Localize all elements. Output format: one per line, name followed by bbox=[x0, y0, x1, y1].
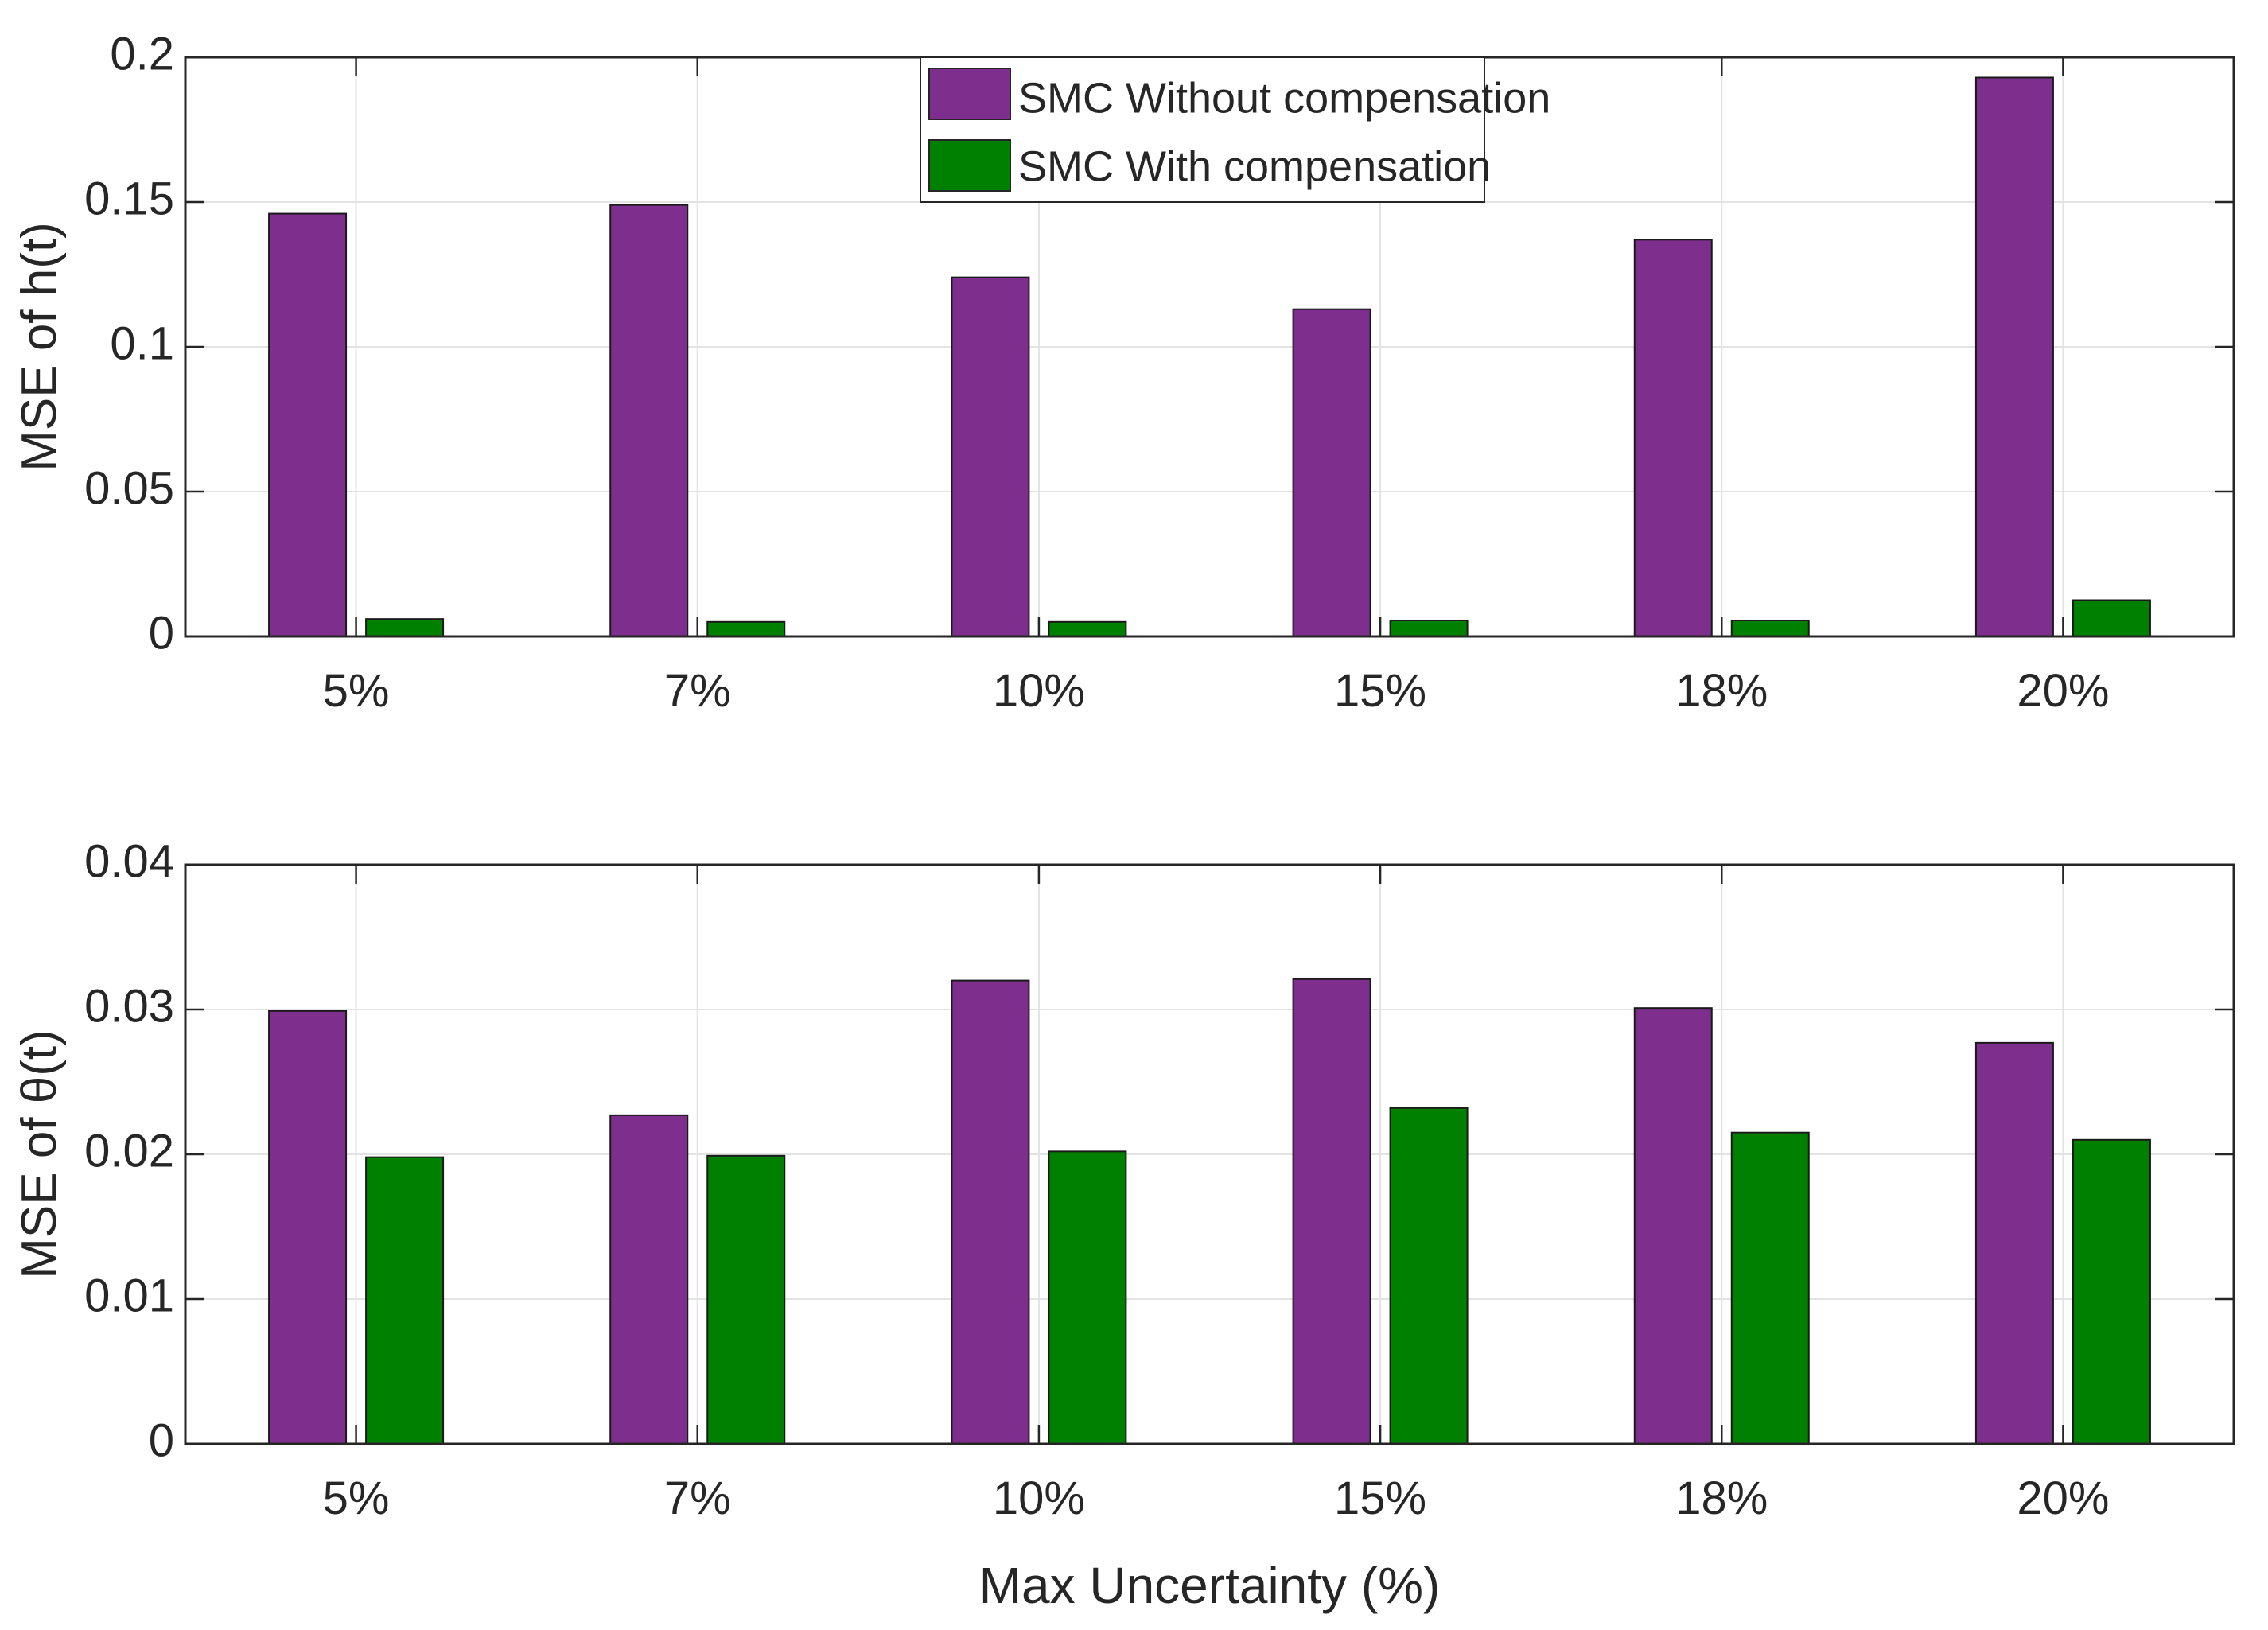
chart-bottom-grid bbox=[185, 865, 2234, 1444]
y-tick-label: 0.15 bbox=[84, 173, 174, 224]
bar-with-compensation-0 bbox=[365, 1156, 445, 1445]
bar-without-compensation-4 bbox=[1633, 1007, 1713, 1445]
x-tick-label: 7% bbox=[664, 665, 731, 717]
bar-without-compensation-2 bbox=[951, 276, 1030, 637]
bar-without-compensation-5 bbox=[1974, 76, 2054, 638]
bar-with-compensation-4 bbox=[1730, 619, 1810, 637]
chart-top-bars bbox=[268, 76, 2151, 638]
bar-with-compensation-4 bbox=[1730, 1131, 1810, 1445]
x-tick-label: 15% bbox=[1334, 1472, 1426, 1524]
x-tick-label: 5% bbox=[323, 665, 390, 717]
bar-with-compensation-2 bbox=[1048, 620, 1127, 637]
bar-with-compensation-5 bbox=[2072, 599, 2151, 637]
bar-without-compensation-3 bbox=[1292, 308, 1371, 637]
y-tick-label: 0.02 bbox=[84, 1125, 174, 1177]
bar-without-compensation-2 bbox=[951, 979, 1030, 1445]
bar-with-compensation-5 bbox=[2072, 1138, 2151, 1445]
chart-top-x-tick-labels: 5% 7% 10% 15% 18% 20% bbox=[323, 665, 2110, 717]
y-tick-label: 0 bbox=[149, 1414, 174, 1466]
bar-with-compensation-0 bbox=[365, 618, 445, 637]
bar-without-compensation-1 bbox=[609, 1114, 689, 1445]
chart-bottom-bars bbox=[268, 978, 2151, 1445]
bar-without-compensation-4 bbox=[1633, 239, 1713, 637]
x-tick-label: 10% bbox=[993, 1472, 1085, 1524]
legend: SMC Without compensation SMC With compen… bbox=[920, 56, 1550, 203]
bar-without-compensation-1 bbox=[609, 204, 689, 637]
legend-label-with-compensation: SMC With compensation bbox=[1018, 142, 1491, 190]
chart-bottom-y-tick-labels: 0 0.01 0.02 0.03 0.04 bbox=[84, 835, 174, 1466]
chart-bottom-mse-theta: 0 0.01 0.02 0.03 0.04 5% 7% 10% 15% 18% 20% MSE o… bbox=[12, 835, 2235, 1614]
x-tick-label: 7% bbox=[664, 1472, 731, 1524]
bar-with-compensation-3 bbox=[1389, 619, 1469, 637]
x-tick-label: 20% bbox=[2017, 1472, 2109, 1524]
y-tick-label: 0.03 bbox=[84, 980, 174, 1032]
bar-without-compensation-5 bbox=[1974, 1041, 2054, 1445]
bar-with-compensation-1 bbox=[706, 620, 786, 637]
chart-top-y-axis-label: MSE of h(t) bbox=[12, 222, 67, 472]
x-tick-label: 20% bbox=[2017, 665, 2109, 717]
legend-box bbox=[920, 56, 1485, 203]
bar-without-compensation-0 bbox=[268, 1010, 348, 1445]
x-tick-label: 18% bbox=[1675, 1472, 1768, 1524]
chart-bottom-x-axis-label: Max Uncertainty (%) bbox=[979, 1557, 1441, 1614]
bar-with-compensation-2 bbox=[1048, 1150, 1127, 1445]
x-tick-label: 5% bbox=[323, 1472, 390, 1524]
bar-with-compensation-1 bbox=[706, 1154, 786, 1445]
legend-swatch-without-compensation bbox=[928, 68, 1011, 120]
chart-top-mse-h: 0 0.05 0.1 0.15 0.2 5% 7% 10% 15% 18% 20% MSE of … bbox=[12, 28, 2235, 717]
chart-top-y-tick-labels: 0 0.05 0.1 0.15 0.2 bbox=[84, 28, 174, 659]
chart-bottom-y-axis-label: MSE of θ(t) bbox=[12, 1029, 67, 1279]
y-tick-label: 0.2 bbox=[110, 28, 174, 80]
bar-without-compensation-3 bbox=[1292, 978, 1371, 1445]
y-tick-label: 0.04 bbox=[84, 835, 174, 887]
y-tick-label: 0 bbox=[149, 607, 174, 659]
y-tick-label: 0.01 bbox=[84, 1270, 174, 1321]
bar-without-compensation-0 bbox=[268, 212, 348, 637]
y-tick-label: 0.1 bbox=[110, 317, 174, 369]
x-tick-label: 15% bbox=[1334, 665, 1426, 717]
chart-bottom-x-tick-labels: 5% 7% 10% 15% 18% 20% bbox=[323, 1472, 2110, 1524]
bar-with-compensation-3 bbox=[1389, 1107, 1469, 1445]
legend-swatch-with-compensation bbox=[928, 139, 1011, 192]
legend-label-without-compensation: SMC Without compensation bbox=[1018, 74, 1550, 122]
y-tick-label: 0.05 bbox=[84, 462, 174, 514]
x-tick-label: 18% bbox=[1675, 665, 1768, 717]
x-tick-label: 10% bbox=[993, 665, 1085, 717]
chart-bottom-ticks bbox=[185, 863, 2234, 1445]
